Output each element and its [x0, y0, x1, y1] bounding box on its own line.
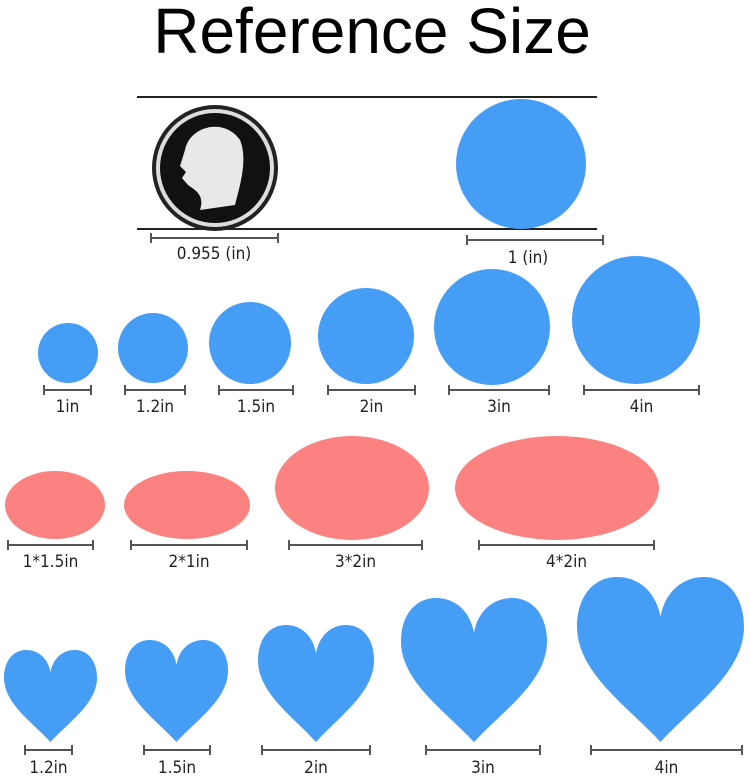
circle-size-label: 1.5in: [237, 397, 275, 417]
heart-size-label: 4in: [655, 758, 679, 778]
circle-sticker: [38, 323, 98, 383]
circle-sticker: [572, 256, 700, 384]
title: Reference Size: [153, 0, 591, 67]
heart-sticker: [4, 650, 98, 742]
one-inch-sticker: [456, 99, 586, 229]
heart-sticker: [125, 640, 228, 742]
oval-size-label: 4*2in: [546, 552, 587, 572]
circle-sticker: [118, 313, 188, 383]
circle-size-label: 2in: [360, 397, 384, 417]
circle-sticker: [318, 288, 414, 384]
oval-sticker: [455, 436, 659, 540]
oval-size-label: 1*1.5in: [23, 552, 79, 572]
heart-size-label: 3in: [471, 758, 495, 778]
circle-sticker: [209, 302, 291, 384]
oval-sticker: [124, 471, 250, 539]
oval-sticker: [275, 436, 429, 540]
sticker-size-label: 1 (in): [508, 248, 548, 268]
us-quarter-coin-icon: [152, 105, 278, 231]
oval-size-label: 3*2in: [335, 552, 376, 572]
heart-size-label: 1.5in: [158, 758, 196, 778]
circle-size-label: 4in: [630, 397, 654, 417]
coin-size-label: 0.955 (in): [177, 244, 252, 264]
circle-size-label: 1.2in: [136, 397, 174, 417]
oval-sticker: [5, 471, 105, 539]
heart-sticker: [577, 577, 744, 742]
heart-size-label: 1.2in: [29, 758, 67, 778]
oval-size-label: 2*1in: [168, 552, 209, 572]
circle-size-label: 3in: [487, 397, 511, 417]
heart-size-label: 2in: [304, 758, 328, 778]
circle-size-label: 1in: [56, 397, 80, 417]
heart-sticker: [258, 625, 374, 742]
heart-sticker: [401, 598, 547, 742]
circle-sticker: [434, 269, 550, 385]
